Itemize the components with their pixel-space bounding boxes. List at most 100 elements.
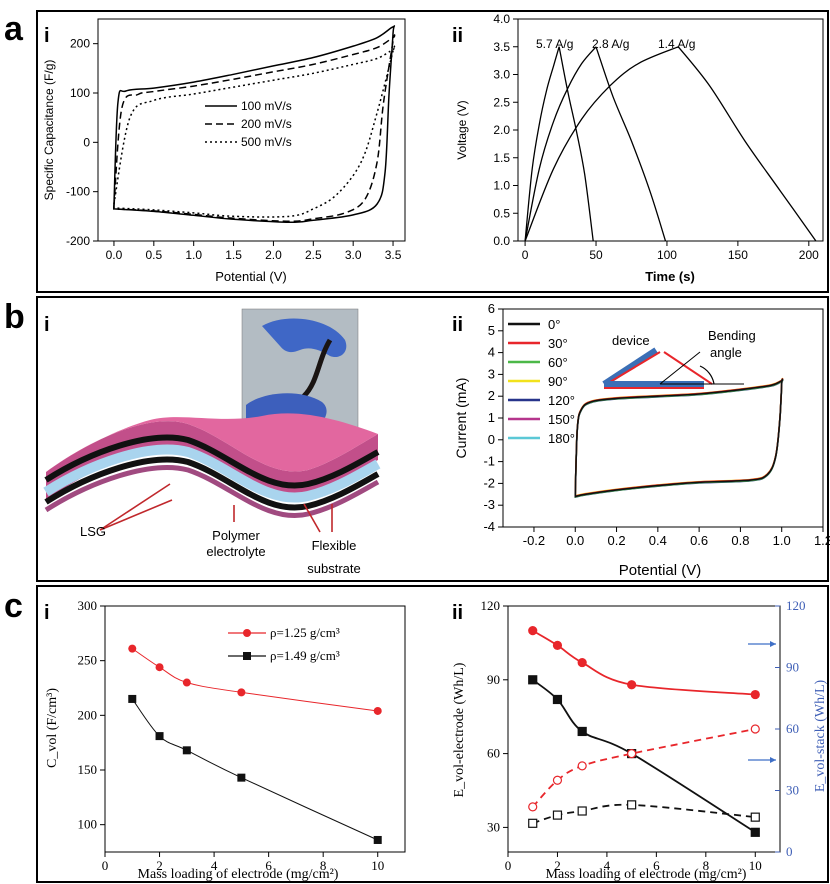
discharge-curve-1 — [595, 46, 667, 242]
x-tick-label: 2.0 — [265, 248, 282, 262]
x-tick-label: 1.0 — [773, 533, 791, 548]
sub-label-c-ii: ii — [452, 602, 463, 624]
x-tick-label: 8 — [320, 858, 327, 873]
flexible-device-illustration: LSG Polymer electrolyte Flexible substra… — [43, 308, 381, 576]
x-tick-label: 1.0 — [185, 248, 202, 262]
legend-label: ρ=1.25 g/cm³ — [270, 625, 340, 640]
y-tick-label: 0.0 — [493, 234, 510, 248]
x-tick-label: 2 — [554, 858, 561, 873]
charge-curve-1 — [524, 46, 597, 242]
x-tick-label: 4 — [211, 858, 218, 873]
legend-label: 120° — [548, 393, 575, 408]
y2-tick-label: 90 — [786, 660, 799, 675]
x-tick-label: 0.4 — [649, 533, 667, 548]
legend: ρ=1.25 g/cm³ ρ=1.49 g/cm³ — [228, 625, 340, 663]
y-tick-label: 100 — [70, 86, 90, 100]
rate-label-2-8: 2.8 A/g — [592, 37, 629, 51]
chart-b-ii: -0.2 0.0 0.2 0.4 0.6 0.8 1.0 1.2 -4 -3 -2 -1 0 1 2 3 4 5 6… — [453, 301, 830, 579]
series-line — [532, 728, 756, 808]
y-tick-label: 90 — [487, 672, 500, 687]
y-tick-label: 300 — [78, 598, 98, 613]
chart-c-ii: 0 2 4 6 8 10 30 60 90 120 0 30 60 90 120 Mass loading … — [452, 598, 828, 882]
y-tick-label: 3 — [488, 366, 495, 381]
y-tick-label: -2 — [483, 475, 495, 490]
panel-letter-b: b — [4, 298, 25, 336]
y-tick-label: -100 — [66, 185, 90, 199]
data-point — [128, 694, 137, 703]
x-tick-label: -0.2 — [523, 533, 545, 548]
x-axis-label: Mass loading of electrode (mg/cm²) — [138, 867, 339, 882]
data-point — [627, 800, 637, 810]
data-point — [577, 761, 587, 771]
data-point — [528, 802, 538, 812]
x-tick-label: 2.5 — [305, 248, 322, 262]
y-tick-label: 1.0 — [493, 179, 510, 193]
x-tick-label: 0 — [102, 858, 109, 873]
y-tick-label: 2.5 — [493, 95, 510, 109]
data-point — [373, 706, 382, 715]
data-point — [750, 812, 760, 822]
x-tick-label: 6 — [653, 858, 660, 873]
bending-inset: device Bending angle — [602, 328, 756, 389]
y-tick-label: 3.5 — [493, 40, 510, 54]
series-line — [532, 803, 756, 825]
y-tick-label: 2.0 — [493, 123, 510, 137]
x-tick-label: 6 — [265, 858, 272, 873]
legend-label: 60° — [548, 355, 568, 370]
y2-tick-label: 30 — [786, 783, 799, 798]
y-tick-label: 150 — [78, 762, 98, 777]
legend-label: 150° — [548, 412, 575, 427]
y-tick-label: 4 — [488, 345, 495, 360]
cv-curve-2 — [113, 44, 396, 218]
x-tick-label: 3.5 — [385, 248, 402, 262]
y-tick-label: 250 — [78, 653, 98, 668]
panel-letter-c: c — [4, 587, 23, 625]
cv-curve-angle — [574, 378, 784, 498]
x-tick-label: 150 — [728, 248, 748, 262]
data-point — [552, 694, 563, 705]
rate-label-1-4: 1.4 A/g — [658, 37, 695, 51]
charge-curve-2 — [524, 46, 679, 242]
data-point — [128, 644, 137, 653]
y-tick-label: 6 — [488, 301, 495, 316]
x-tick-label: 3.0 — [345, 248, 362, 262]
inset-angle-label: angle — [710, 345, 742, 360]
y-tick-label: 60 — [487, 746, 500, 761]
x-tick-label: 0.2 — [608, 533, 626, 548]
y-tick-label: 120 — [481, 598, 501, 613]
data-point — [373, 835, 382, 844]
y-tick-label: 200 — [70, 37, 90, 51]
plot-frame — [517, 18, 824, 242]
label-flexible: Flexible — [312, 538, 357, 553]
data-point — [552, 810, 563, 820]
legend-label: 200 mV/s — [241, 117, 292, 131]
data-point — [750, 724, 760, 734]
x-tick-label: 0 — [522, 248, 529, 262]
label-polymer: Polymer — [212, 528, 260, 543]
sub-label-a-i: i — [44, 25, 50, 47]
x-tick-label: 0 — [505, 858, 512, 873]
x-tick-label: 8 — [703, 858, 710, 873]
legend: 100 mV/s 200 mV/s 500 mV/s — [205, 99, 292, 149]
legend-label: 90° — [548, 374, 568, 389]
x-tick-label: 200 — [799, 248, 819, 262]
data-point — [237, 688, 246, 697]
discharge-curve-2 — [677, 46, 817, 242]
data-point — [528, 675, 538, 685]
legend-label: 500 mV/s — [241, 135, 292, 149]
x-axis-label: Potential (V) — [215, 269, 287, 284]
data-point — [577, 806, 587, 816]
data-point — [528, 818, 538, 828]
charge-curve-0 — [524, 46, 560, 242]
y-tick-label: -200 — [66, 234, 90, 248]
device-photo — [241, 308, 359, 434]
data-point — [627, 748, 637, 759]
x-axis-label: Mass loading of electrode (mg/cm²) — [546, 867, 747, 882]
label-substrate: substrate — [307, 561, 360, 576]
x-tick-label: 0.8 — [731, 533, 749, 548]
x-tick-label: 4 — [604, 858, 611, 873]
legend-label: 100 mV/s — [241, 99, 292, 113]
series-arrows — [748, 641, 776, 763]
y-tick-label: 200 — [78, 707, 98, 722]
